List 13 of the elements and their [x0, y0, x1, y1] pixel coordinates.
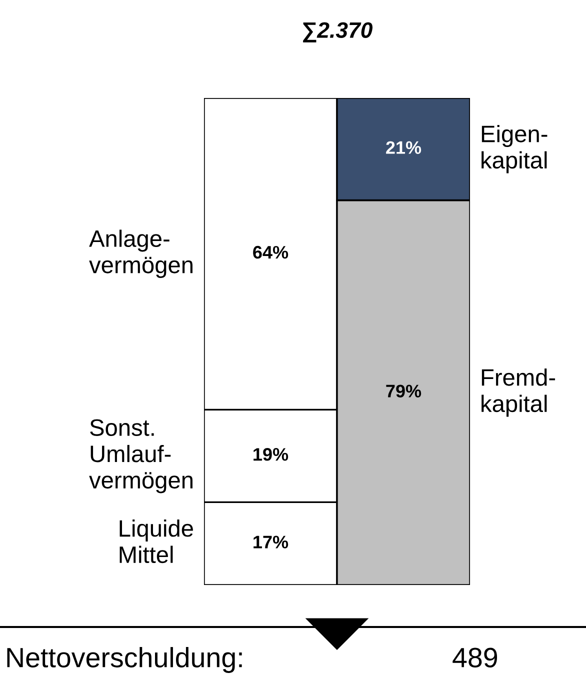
data-label: 21% — [386, 141, 422, 154]
chart-title: ∑2.370 — [303, 22, 373, 42]
data-label: 79% — [386, 384, 422, 398]
series-label: Eigen- kapital — [482, 124, 548, 174]
data-label: 17% — [254, 536, 288, 548]
text: 489 — [452, 648, 498, 668]
series-label: Liquide Mittel — [120, 519, 193, 564]
text: Nettoverschuldung: — [7, 647, 242, 673]
series-label: Fremd- kapital — [482, 368, 556, 417]
series-label: Sonst. Umlauf- vermögen — [89, 419, 192, 494]
data-label: 64% — [253, 246, 288, 259]
series-label: Anlage- vermögen — [89, 230, 192, 278]
data-label: 19% — [254, 448, 288, 461]
